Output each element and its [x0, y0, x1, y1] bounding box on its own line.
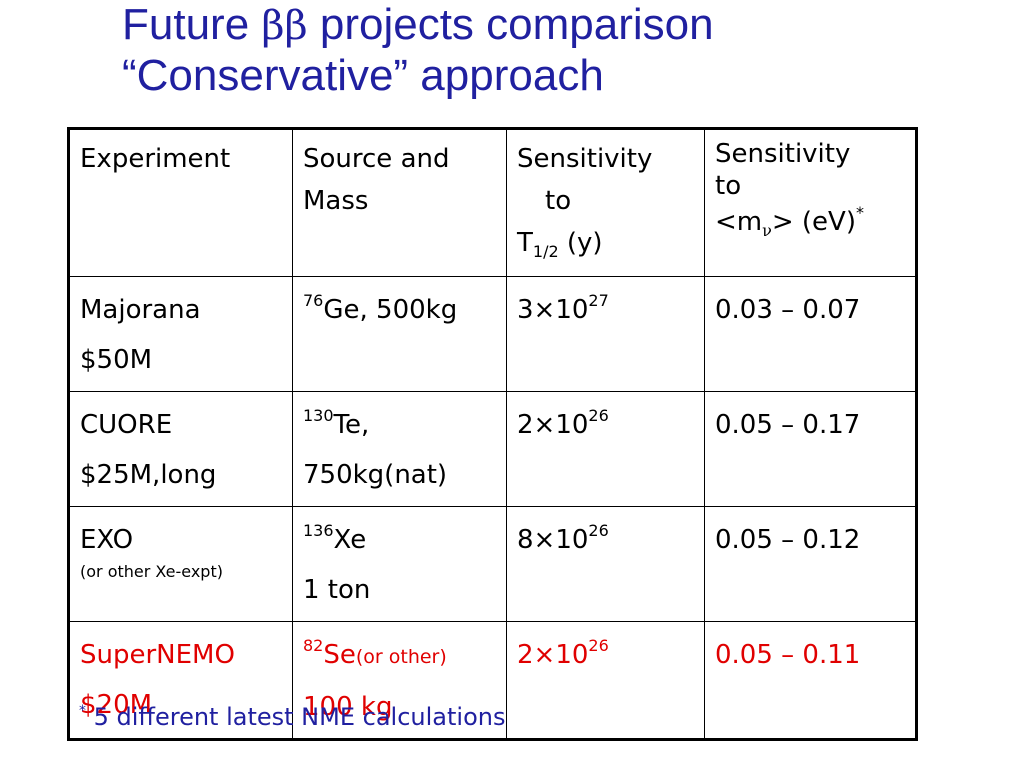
- cell-source: 82Se(or other) 100 kg: [292, 621, 507, 740]
- comparison-table: Experiment Source and Mass Sensitivity t…: [67, 127, 918, 741]
- cell-source: 76Ge, 500kg: [292, 276, 507, 392]
- cell-mass-range: 0.05 – 0.17: [704, 391, 917, 507]
- title-line-1: Future ββ projects comparison: [122, 0, 714, 49]
- header-sensitivity-mnu: Sensitivity to <mν> (eV)*: [704, 128, 917, 277]
- table-row-supernemo: SuperNEMO $20M 82Se(or other) 100 kg 2×1…: [68, 621, 917, 740]
- slide-title: Future ββ projects comparison “Conservat…: [122, 0, 714, 100]
- cell-experiment: SuperNEMO $20M: [68, 621, 293, 740]
- header-sensitivity-t-half: Sensitivity to T1/2 (y): [506, 128, 705, 277]
- footnote: * 5 different latest NME calculations: [79, 703, 506, 731]
- cell-experiment: EXO (or other Xe-expt): [68, 506, 293, 622]
- cell-mass-range: 0.05 – 0.11: [704, 621, 917, 740]
- cell-experiment: CUORE $25M,long: [68, 391, 293, 507]
- header-source-mass: Source and Mass: [292, 128, 507, 277]
- cell-source: 136Xe 1 ton: [292, 506, 507, 622]
- title-line-2: “Conservative” approach: [122, 51, 604, 100]
- cell-half-life: 3×1027: [506, 276, 705, 392]
- table-row-majorana: Majorana $50M 76Ge, 500kg 3×1027 0.03 – …: [68, 276, 917, 392]
- cell-mass-range: 0.03 – 0.07: [704, 276, 917, 392]
- cell-half-life: 8×1026: [506, 506, 705, 622]
- cell-source: 130Te, 750kg(nat): [292, 391, 507, 507]
- cell-half-life: 2×1026: [506, 621, 705, 740]
- beta-beta-symbol: ββ: [261, 3, 308, 49]
- table-header-row: Experiment Source and Mass Sensitivity t…: [68, 128, 917, 277]
- cell-half-life: 2×1026: [506, 391, 705, 507]
- table-row-cuore: CUORE $25M,long 130Te, 750kg(nat) 2×1026…: [68, 391, 917, 507]
- cell-mass-range: 0.05 – 0.12: [704, 506, 917, 622]
- header-experiment: Experiment: [68, 128, 293, 277]
- cell-experiment: Majorana $50M: [68, 276, 293, 392]
- table-row-exo: EXO (or other Xe-expt) 136Xe 1 ton 8×102…: [68, 506, 917, 622]
